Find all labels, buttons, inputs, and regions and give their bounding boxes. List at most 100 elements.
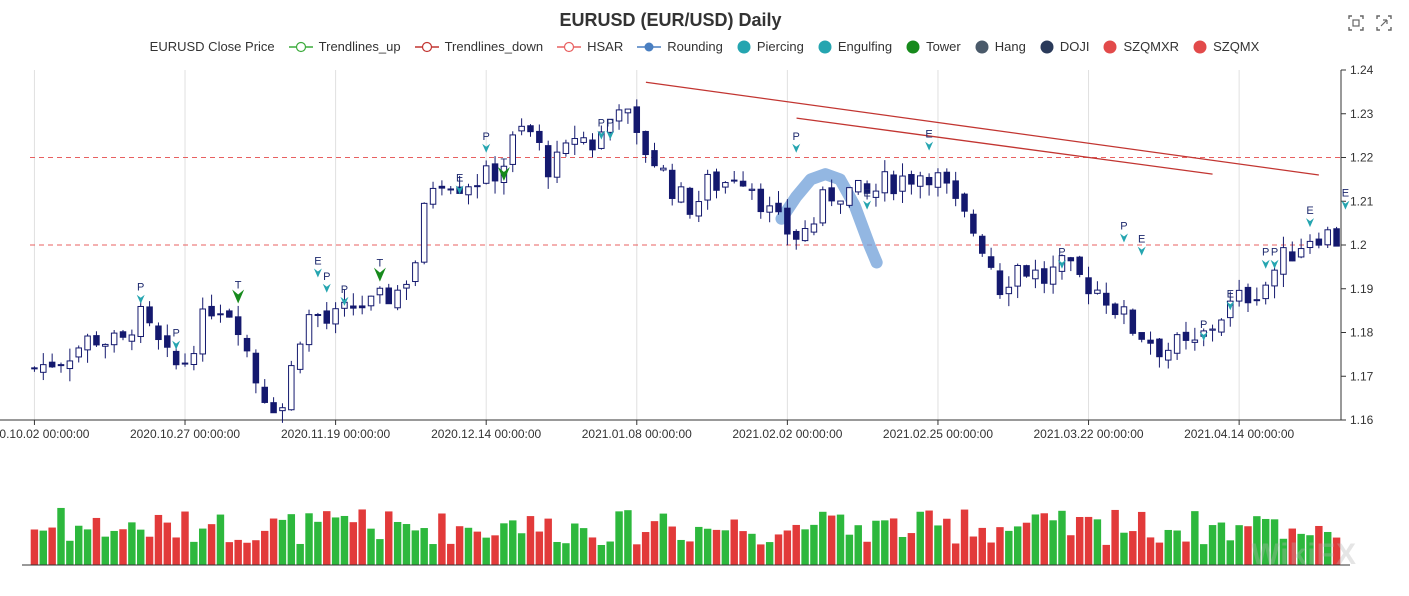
volume-bar [951, 543, 960, 565]
volume-bar [535, 531, 544, 565]
legend-item[interactable]: Hang [975, 39, 1026, 54]
volume-bar [757, 544, 765, 565]
zoom-icon[interactable] [1347, 14, 1365, 32]
pattern-marker-label: P [341, 284, 348, 296]
engulfing-marker-icon [925, 141, 934, 151]
volume-bar [385, 511, 393, 565]
candle-body [119, 331, 127, 338]
candle-body [1262, 284, 1269, 300]
legend-item[interactable]: SZQMXR [1103, 39, 1179, 54]
piercing-marker-icon [606, 130, 615, 140]
pattern-marker-label: P [323, 271, 330, 283]
legend-label: DOJI [1059, 39, 1090, 54]
candle-body [1049, 266, 1057, 285]
pattern-marker-label: T [501, 157, 508, 169]
legend-item[interactable]: HSAR [557, 39, 623, 54]
volume-bar [1031, 514, 1040, 565]
volume-bar [597, 544, 606, 565]
x-tick-label: 2021.02.02 00:00:00 [732, 427, 842, 441]
legend-item[interactable]: Engulfing [818, 39, 892, 54]
candle-body [288, 365, 295, 411]
candle-body [899, 175, 906, 192]
engulfing-marker-icon [1341, 200, 1350, 210]
candle-body [1076, 256, 1083, 275]
volume-bar [438, 513, 446, 565]
volume-bar [323, 511, 331, 565]
engulfing-marker-icon [313, 268, 322, 278]
legend-label: SZQMXR [1123, 39, 1180, 54]
pattern-marker-label: E [1227, 288, 1234, 300]
watermark: WikiFX [1251, 538, 1357, 571]
volume-bar [1040, 513, 1048, 565]
candle-body [633, 106, 641, 133]
candle-body [1333, 228, 1340, 247]
legend-item[interactable]: EURUSD Close Price [150, 39, 275, 54]
candle-body [350, 305, 357, 309]
candle-body [394, 289, 401, 309]
pattern-marker-label: E [863, 188, 870, 200]
volume-bar [934, 525, 942, 565]
volume-bar [411, 530, 420, 565]
y-tick-label: 1.17 [1350, 369, 1374, 383]
volume-bar [1129, 531, 1137, 565]
legend-label: Trendlines_down [444, 39, 544, 54]
chart-legend: EURUSD Close Price Trendlines_up Trendline… [0, 39, 1409, 54]
legend-swatch-icon [906, 40, 920, 53]
volume-bar [703, 528, 712, 565]
candle-body [606, 118, 614, 133]
volume-bar [916, 511, 924, 565]
volume-bar [296, 543, 304, 565]
volume-bar [1173, 530, 1181, 565]
candle-body [704, 173, 711, 201]
candle-body [1147, 339, 1154, 344]
engulfing-marker-icon [863, 200, 872, 210]
volume-bar [889, 518, 898, 565]
legend-item[interactable]: Trendlines_up [288, 39, 401, 54]
volume-bar [517, 533, 526, 565]
volume-bar [1049, 520, 1057, 565]
legend-item[interactable]: DOJI [1040, 39, 1090, 54]
candle-body [93, 335, 100, 346]
legend-item[interactable]: Tower [906, 39, 961, 54]
candle-body [1165, 349, 1172, 361]
candle-body [810, 223, 818, 233]
candle-body [1014, 264, 1021, 287]
legend-item[interactable]: Trendlines_down [414, 39, 544, 54]
pattern-marker-label: T [235, 280, 242, 292]
candle-body [996, 270, 1004, 296]
candle-body [217, 313, 224, 316]
legend-item[interactable]: SZQMX [1193, 39, 1259, 54]
candle-body [155, 325, 162, 341]
volume-bar [827, 515, 836, 565]
candle-body [376, 287, 384, 296]
engulfing-marker-icon [1137, 246, 1146, 256]
zoom-reset-icon[interactable] [1375, 14, 1393, 32]
piercing-marker-icon [482, 143, 491, 153]
pattern-marker-label: E [1306, 205, 1313, 217]
candle-body [598, 131, 605, 149]
candle-body [846, 187, 853, 206]
legend-swatch-icon [737, 40, 751, 53]
volume-bar [526, 516, 535, 565]
legend-item[interactable]: Rounding [637, 39, 723, 54]
legend-swatch-icon [1193, 40, 1207, 53]
y-tick-label: 1.18 [1350, 326, 1374, 340]
candle-body [261, 386, 268, 403]
candle-body [589, 139, 596, 151]
candle-body [757, 188, 765, 213]
candle-body [305, 314, 313, 346]
engulfing-marker-icon [1305, 218, 1314, 228]
legend-item[interactable]: Piercing [737, 39, 804, 54]
volume-bar [1235, 525, 1243, 565]
volume-bar [305, 513, 313, 565]
volume-bar [677, 539, 685, 565]
candle-body [279, 407, 286, 412]
volume-bar [261, 530, 269, 565]
piercing-marker-icon [172, 340, 181, 350]
candle-body [57, 364, 65, 367]
volume-bar [137, 529, 145, 565]
candle-body [748, 188, 756, 191]
candle-body [527, 125, 534, 133]
candle-body [536, 130, 543, 143]
pattern-marker-label: P [483, 131, 490, 143]
